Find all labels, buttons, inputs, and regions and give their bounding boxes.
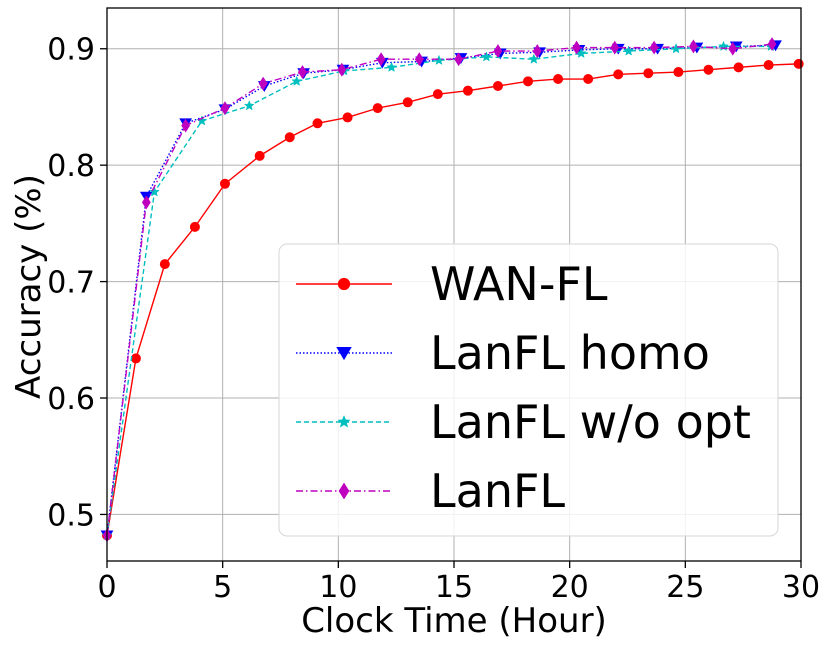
data-point-lanfl-w-o-opt <box>149 186 160 197</box>
y-axis-title: Accuracy (%) <box>9 174 49 399</box>
data-point-lanfl <box>689 39 698 54</box>
legend-label-lanfl: LanFL <box>430 464 565 518</box>
data-point-lanfl <box>610 40 620 55</box>
data-point-wan-fl <box>432 89 443 100</box>
data-point-wan-fl <box>254 150 265 161</box>
data-point-lanfl <box>181 118 191 133</box>
data-point-wan-fl <box>673 67 684 78</box>
x-tick-label: 10 <box>319 570 357 605</box>
data-point-wan-fl <box>553 74 564 85</box>
x-tick-label: 5 <box>213 570 232 605</box>
legend: WAN-FL LanFL homo LanFL w/o opt LanFL <box>278 243 779 537</box>
series-line-lanfl-homo <box>106 44 776 536</box>
data-point-wan-fl <box>312 118 323 129</box>
data-point-wan-fl <box>284 132 295 143</box>
data-point-lanfl <box>767 37 777 52</box>
data-point-lanfl <box>414 52 424 67</box>
series-line-lanfl-w-o-opt <box>106 45 771 536</box>
data-point-wan-fl <box>402 97 413 108</box>
series-lanfl-w-o-opt <box>101 40 777 540</box>
legend-marker-lanfl-homo <box>336 347 352 361</box>
legend-box <box>278 243 779 537</box>
x-axis-title: Clock Time (Hour) <box>301 601 607 641</box>
data-point-lanfl-w-o-opt <box>386 61 397 72</box>
data-point-wan-fl <box>159 259 170 270</box>
data-point-lanfl <box>572 40 581 55</box>
data-point-wan-fl <box>189 221 200 232</box>
legend-label-lanfl-homo: LanFL homo <box>430 326 710 380</box>
ticks: 0 5 10 15 20 25 30 0.5 0.6 0.7 0.8 0.9 <box>47 33 820 605</box>
data-point-lanfl <box>454 52 464 67</box>
series-wan-fl <box>102 58 804 541</box>
series-layer <box>100 37 804 543</box>
data-point-wan-fl <box>342 112 353 123</box>
series-lanfl <box>102 37 777 543</box>
y-tick-label: 0.5 <box>47 498 95 533</box>
data-point-wan-fl <box>583 74 594 85</box>
series-line-wan-fl <box>106 63 799 536</box>
data-point-wan-fl <box>613 69 624 80</box>
data-point-lanfl <box>493 44 503 59</box>
x-tick-label: 25 <box>666 570 704 605</box>
data-point-lanfl <box>141 195 151 210</box>
legend-marker-lanfl <box>338 482 350 500</box>
data-point-lanfl-w-o-opt <box>480 51 492 62</box>
data-point-wan-fl <box>492 81 503 92</box>
x-tick-label: 0 <box>97 570 116 605</box>
data-point-lanfl <box>376 52 386 67</box>
data-point-wan-fl <box>462 85 473 96</box>
data-point-lanfl-w-o-opt <box>291 75 303 86</box>
legend-marker-wan-fl <box>337 277 351 291</box>
data-point-wan-fl <box>130 353 141 364</box>
y-tick-label: 0.6 <box>47 382 95 417</box>
y-tick-label: 0.9 <box>47 33 95 68</box>
data-point-wan-fl <box>219 178 230 189</box>
data-point-lanfl-w-o-opt <box>243 100 255 111</box>
data-point-lanfl <box>337 62 347 77</box>
x-tick-label: 15 <box>435 570 473 605</box>
data-point-lanfl-w-o-opt <box>623 45 635 56</box>
data-point-lanfl <box>532 44 542 59</box>
data-point-lanfl <box>298 65 307 79</box>
legend-marker-lanfl-w-o-opt <box>337 415 351 428</box>
x-tick-label: 30 <box>782 570 820 605</box>
x-tick-label: 20 <box>551 570 589 605</box>
data-point-wan-fl <box>703 64 714 75</box>
data-point-wan-fl <box>523 76 534 87</box>
data-point-wan-fl <box>793 58 804 69</box>
data-point-wan-fl <box>372 103 383 114</box>
y-tick-label: 0.8 <box>47 149 95 184</box>
data-point-lanfl <box>649 40 659 55</box>
data-point-wan-fl <box>733 62 744 73</box>
data-point-lanfl <box>258 76 268 91</box>
data-point-lanfl <box>220 101 230 116</box>
legend-label-lanfl-w-o-opt: LanFL w/o opt <box>430 395 751 449</box>
y-tick-label: 0.7 <box>47 266 95 301</box>
data-point-wan-fl <box>643 68 654 79</box>
legend-label-wan-fl: WAN-FL <box>430 257 608 311</box>
data-point-wan-fl <box>763 60 774 71</box>
data-point-lanfl <box>728 41 738 56</box>
